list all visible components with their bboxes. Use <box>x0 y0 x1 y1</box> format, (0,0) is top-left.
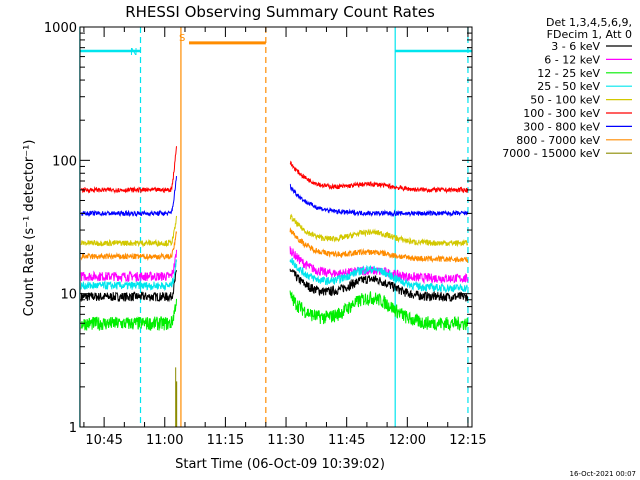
legend-label-2: 12 - 25 keV <box>537 67 600 80</box>
legend-header-0: Det 1,3,4,5,6,9, <box>546 16 632 29</box>
series-line-6 <box>80 176 469 218</box>
x-tick-label-6: 12:15 <box>449 433 486 448</box>
series-line-5 <box>80 146 469 194</box>
y-tick-label-1: 10 <box>60 288 77 303</box>
x-tick-label-0: 10:45 <box>85 433 122 448</box>
chart-title: RHESSI Observing Summary Count Rates <box>125 3 435 21</box>
series-line-2 <box>80 290 469 332</box>
legend-label-5: 100 - 300 keV <box>523 107 600 120</box>
x-tick-label-3: 11:30 <box>267 433 304 448</box>
series-line-3 <box>80 257 468 294</box>
x-tick-label-4: 11:45 <box>328 433 365 448</box>
y-tick-label-3: 1000 <box>44 21 77 36</box>
legend: Det 1,3,4,5,6,9,FDecim 1, Att 03 - 6 keV… <box>502 16 632 160</box>
y-tick-label-2: 100 <box>52 154 77 169</box>
series-line-0 <box>80 268 469 303</box>
plot-frame <box>79 26 473 428</box>
flag-label-n: N <box>130 47 137 58</box>
legend-label-8: 7000 - 15000 keV <box>502 147 600 160</box>
x-tick-label-1: 11:00 <box>146 433 183 448</box>
flag-label-s: S <box>179 33 185 44</box>
series-line-1 <box>80 246 469 285</box>
legend-header-1: FDecim 1, Att 0 <box>547 28 632 41</box>
y-axis-label: Count Rate (s⁻¹ detector⁻¹) <box>22 140 37 317</box>
x-tick-label-2: 11:15 <box>207 433 244 448</box>
series-line-4 <box>80 213 469 248</box>
legend-label-0: 3 - 6 keV <box>551 40 600 53</box>
series-line-8 <box>175 367 178 427</box>
x-tick-label-5: 12:00 <box>389 433 426 448</box>
legend-label-3: 25 - 50 keV <box>537 80 600 93</box>
y-tick-label-0: 1 <box>69 421 77 436</box>
x-axis-label: Start Time (06-Oct-09 10:39:02) <box>175 457 385 472</box>
legend-label-1: 6 - 12 keV <box>544 53 600 66</box>
legend-label-7: 800 - 7000 keV <box>516 134 600 147</box>
legend-label-4: 50 - 100 keV <box>530 94 600 107</box>
legend-label-6: 300 - 800 keV <box>523 120 600 133</box>
footer-date: 16-Oct-2021 00:07 <box>570 470 636 478</box>
series-line-7 <box>80 227 469 264</box>
